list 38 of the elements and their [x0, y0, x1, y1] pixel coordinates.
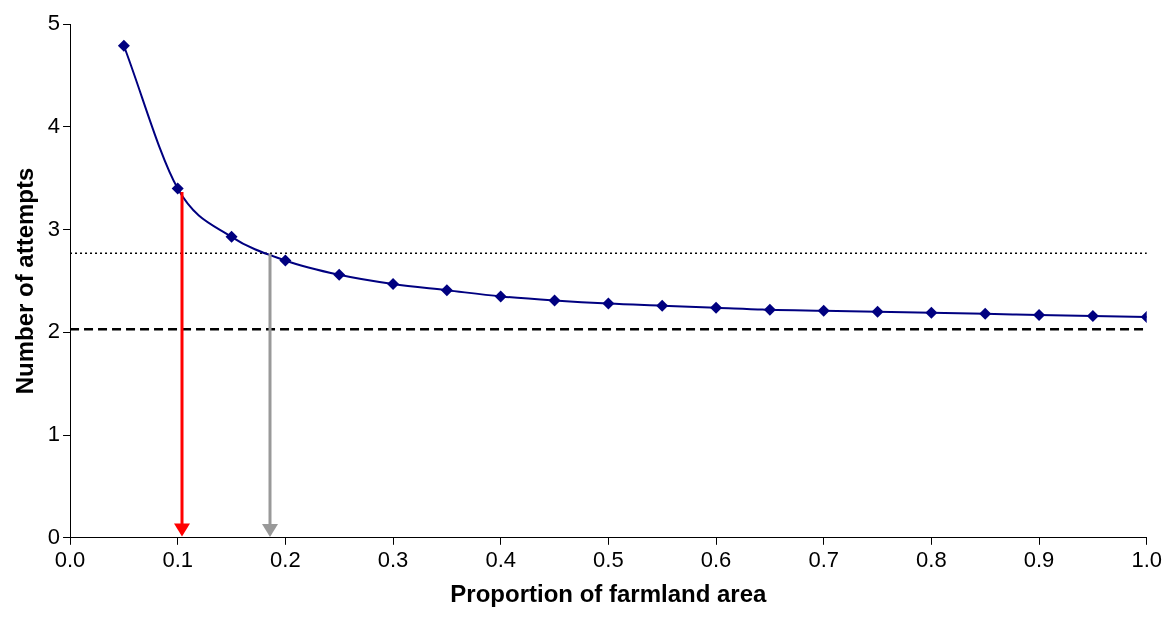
- x-axis-title: Proportion of farmland area: [450, 580, 768, 608]
- point: [817, 304, 830, 317]
- point: [440, 284, 453, 297]
- y-tick-label: 0: [47, 523, 61, 549]
- point: [494, 290, 507, 303]
- x-tick-label: 0.7: [808, 547, 839, 573]
- y-axis-title: Number of attempts: [11, 167, 39, 395]
- x-tick-label: 0.2: [270, 547, 301, 573]
- point: [387, 278, 400, 291]
- x-tick-label: 1.0: [1131, 547, 1163, 573]
- point: [602, 297, 615, 310]
- point: [225, 230, 238, 243]
- y-tick-label: 4: [47, 112, 61, 138]
- point: [117, 39, 130, 52]
- x-tick-label: 0.5: [593, 547, 624, 573]
- point: [1086, 309, 1099, 322]
- x-tick-label: 0.8: [916, 547, 947, 573]
- y-tick-label: 1: [47, 421, 61, 447]
- x-tick-label: 0.6: [700, 547, 732, 573]
- y-tick-label: 2: [47, 318, 61, 344]
- point: [171, 182, 184, 195]
- point: [979, 307, 992, 320]
- point: [656, 299, 669, 312]
- x-tick-label: 0.9: [1023, 547, 1055, 573]
- x-tick-label: 0.0: [54, 547, 86, 573]
- y-tick-label: 3: [47, 215, 61, 241]
- point: [925, 306, 938, 319]
- x-tick-label: 0.4: [485, 547, 516, 573]
- point: [548, 294, 561, 307]
- point: [1033, 308, 1046, 321]
- x-tick-label: 0.3: [377, 547, 409, 573]
- point: [763, 303, 776, 316]
- x-tick-label: 0.1: [162, 547, 193, 573]
- point: [333, 268, 346, 281]
- point: [871, 305, 884, 318]
- point: [279, 254, 292, 267]
- point: [710, 301, 723, 314]
- y-tick-label: 5: [47, 10, 61, 36]
